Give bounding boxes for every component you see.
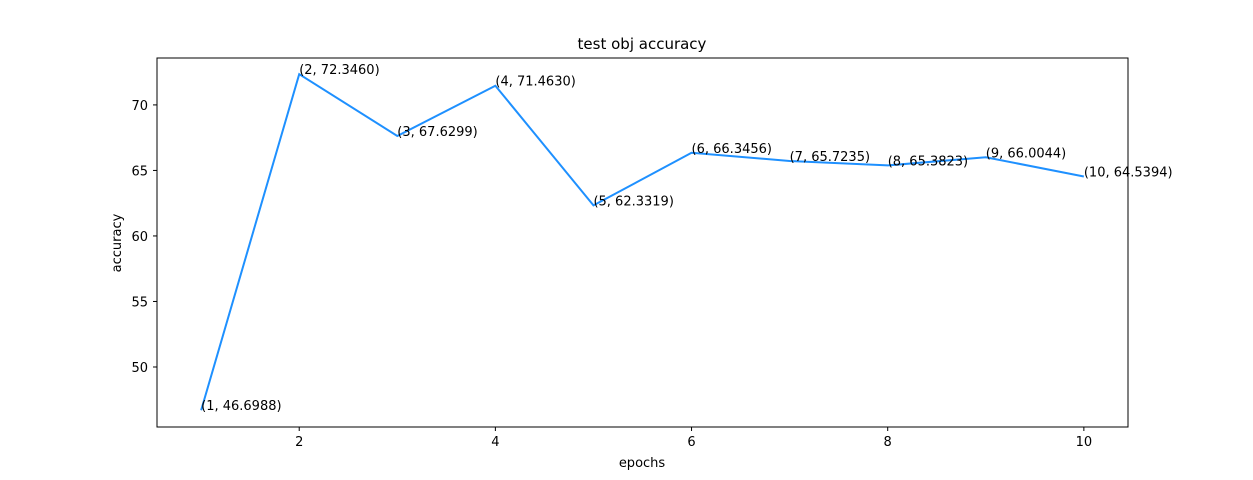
point-annotation: (8, 65.3823) xyxy=(888,154,968,169)
point-annotation: (2, 72.3460) xyxy=(299,63,379,78)
point-annotation: (9, 66.0044) xyxy=(986,146,1066,161)
point-annotation: (1, 46.6988) xyxy=(201,399,281,414)
series-line xyxy=(200,72,1085,411)
y-tick-label: 60 xyxy=(131,230,148,245)
x-axis-label: epochs xyxy=(619,456,666,471)
plot-frame xyxy=(156,57,1129,428)
chart-title: test obj accuracy xyxy=(578,35,707,53)
y-tick-label: 55 xyxy=(131,295,148,310)
y-axis-label: accuracy xyxy=(110,213,125,272)
x-tick-label: 8 xyxy=(884,435,892,450)
point-annotation: (4, 71.4630) xyxy=(495,75,575,90)
point-annotation: (10, 64.5394) xyxy=(1084,165,1173,180)
point-annotation: (3, 67.6299) xyxy=(397,125,477,140)
y-tick-label: 70 xyxy=(131,99,148,114)
x-tick-label: 2 xyxy=(295,435,303,450)
x-tick-label: 10 xyxy=(1076,435,1093,450)
x-tick-label: 4 xyxy=(491,435,499,450)
y-tick-label: 65 xyxy=(131,164,148,179)
point-annotation: (5, 62.3319) xyxy=(593,194,673,209)
y-tick-label: 50 xyxy=(131,361,148,376)
point-annotation: (6, 66.3456) xyxy=(692,142,772,157)
point-annotation: (7, 65.7235) xyxy=(790,150,870,165)
x-tick-label: 6 xyxy=(687,435,695,450)
